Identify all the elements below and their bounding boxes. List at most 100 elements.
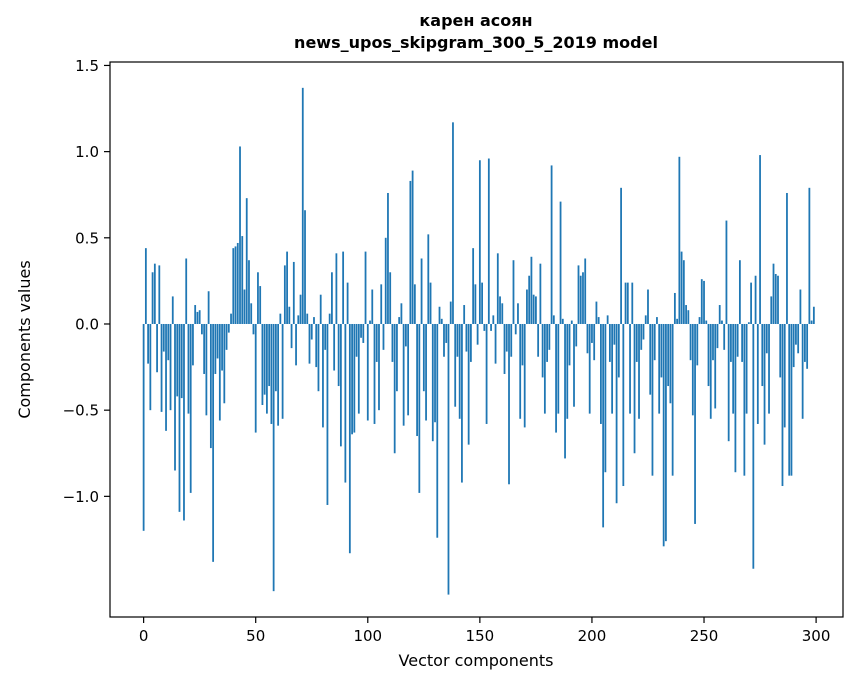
bar	[716, 323, 719, 349]
bar	[810, 320, 813, 324]
bar	[295, 323, 297, 366]
bar	[438, 306, 441, 324]
bar	[508, 323, 510, 485]
bar	[579, 275, 582, 324]
bar	[743, 323, 746, 476]
bar	[575, 323, 578, 347]
bar	[400, 303, 403, 324]
bar	[521, 323, 524, 366]
bar	[279, 313, 282, 324]
bar	[156, 323, 158, 373]
bar	[189, 323, 192, 493]
bar	[254, 323, 257, 433]
bar	[698, 317, 701, 324]
bar	[613, 323, 616, 345]
bar	[384, 237, 387, 324]
bar	[171, 296, 174, 324]
bar	[622, 323, 625, 487]
bar	[209, 323, 212, 449]
bar	[270, 323, 273, 424]
bar	[772, 263, 775, 324]
bar	[691, 323, 694, 416]
bar	[806, 323, 809, 369]
bar	[647, 289, 649, 324]
bar	[257, 272, 259, 324]
bar	[633, 323, 636, 454]
bar	[541, 323, 544, 378]
bar	[201, 323, 203, 335]
bar	[577, 265, 580, 324]
bar	[333, 323, 336, 371]
bar	[396, 323, 398, 392]
bar	[322, 323, 324, 428]
bar	[801, 323, 804, 419]
x-tick-label: 0	[139, 627, 149, 645]
bar	[353, 323, 356, 433]
bar	[483, 323, 486, 331]
bar	[344, 323, 347, 483]
chart-title-line2: news_upos_skipgram_300_5_2019 model	[294, 33, 658, 52]
bar	[485, 323, 488, 424]
bar	[615, 323, 618, 504]
bar	[218, 323, 221, 421]
bar	[214, 323, 217, 374]
bar	[230, 313, 232, 324]
bar	[194, 305, 197, 324]
bar	[407, 323, 410, 416]
bar	[557, 323, 560, 414]
bar	[660, 323, 663, 378]
bar	[745, 323, 748, 414]
bar	[440, 318, 443, 324]
bar	[436, 323, 439, 538]
y-tick-label: 0.5	[75, 229, 99, 247]
bar	[393, 323, 396, 454]
bar	[635, 323, 638, 362]
bar	[682, 260, 685, 324]
bar	[718, 305, 721, 324]
bar	[413, 284, 416, 324]
bar	[608, 323, 611, 362]
bar	[449, 301, 452, 324]
bar	[364, 251, 367, 324]
bar	[602, 323, 605, 528]
bar	[261, 323, 264, 405]
bar	[326, 323, 329, 505]
bar	[274, 323, 277, 392]
bar	[568, 323, 571, 366]
bar	[351, 323, 353, 435]
bar	[714, 323, 717, 409]
bar	[620, 187, 622, 324]
bar	[629, 323, 631, 414]
bar	[774, 274, 777, 324]
bar	[543, 323, 546, 414]
bar	[494, 323, 497, 364]
bar	[409, 180, 412, 324]
bar	[234, 246, 237, 324]
bar	[487, 158, 490, 324]
bar	[689, 323, 692, 361]
bar	[808, 187, 811, 324]
bar	[149, 323, 152, 411]
bar	[427, 234, 430, 324]
bar	[673, 292, 676, 324]
bar	[263, 323, 266, 395]
bar	[151, 272, 154, 324]
bar	[227, 323, 230, 333]
bar	[158, 265, 161, 324]
bar	[526, 289, 528, 324]
bar	[463, 305, 466, 324]
bar	[461, 323, 463, 483]
bar	[301, 87, 304, 324]
bar	[669, 323, 672, 404]
bar	[779, 323, 782, 378]
bar	[232, 248, 235, 324]
bar	[178, 323, 181, 512]
bar	[725, 220, 728, 324]
bar	[306, 313, 309, 324]
bar	[467, 323, 470, 445]
bar	[286, 251, 288, 324]
bar	[203, 323, 206, 374]
bar	[747, 322, 750, 324]
bar	[496, 253, 499, 324]
